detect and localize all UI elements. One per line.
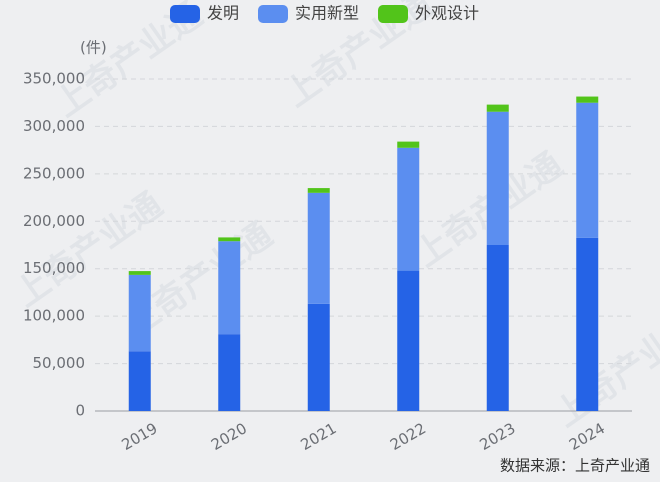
legend-label: 外观设计 [415, 4, 479, 23]
x-tick-label: 2023 [476, 419, 518, 454]
y-tick-label: 100,000 [23, 307, 85, 325]
bar-segment [307, 188, 330, 193]
bar-segment [307, 303, 330, 411]
bar-segment [397, 141, 420, 148]
watermark: 上奇产业通 [548, 305, 660, 435]
bar-segment [397, 270, 420, 411]
y-tick-label: 350,000 [23, 70, 85, 88]
y-tick-label: 150,000 [23, 259, 85, 277]
y-tick-label: 200,000 [23, 212, 85, 230]
bar-segment [486, 104, 509, 112]
bar-segment [218, 334, 241, 411]
bar-segment [307, 192, 330, 304]
bar-segment [576, 102, 599, 238]
bar-segment [576, 96, 599, 103]
bar-segment [576, 237, 599, 411]
y-tick-label: 50,000 [33, 354, 86, 372]
y-axis-unit: (件) [80, 39, 107, 57]
x-tick-label: 2019 [118, 419, 160, 454]
bar-segment [218, 237, 241, 242]
bar-segment [128, 351, 151, 411]
bar-segment [486, 111, 509, 246]
bar-segment [486, 245, 509, 411]
x-tick-label: 2021 [297, 419, 339, 454]
bar-segment [218, 241, 241, 335]
legend-swatch [378, 5, 408, 23]
y-tick-label: 0 [75, 402, 85, 420]
x-tick-label: 2020 [208, 419, 250, 454]
plot: 上奇产业通上奇产业通上奇产业通上奇产业通上奇产业通上奇产业通050,000100… [8, 0, 660, 454]
source-note: 数据来源：上奇产业通 [500, 457, 650, 475]
legend-label: 发明 [207, 4, 239, 23]
bar-segment [128, 271, 151, 275]
bar-segment [397, 147, 420, 271]
y-tick-label: 250,000 [23, 164, 85, 182]
legend-label: 实用新型 [295, 4, 359, 23]
x-tick-label: 2022 [387, 419, 429, 454]
legend-swatch [258, 5, 288, 23]
legend-swatch [170, 5, 200, 23]
bar-segment [128, 274, 151, 352]
y-tick-label: 300,000 [23, 117, 85, 135]
